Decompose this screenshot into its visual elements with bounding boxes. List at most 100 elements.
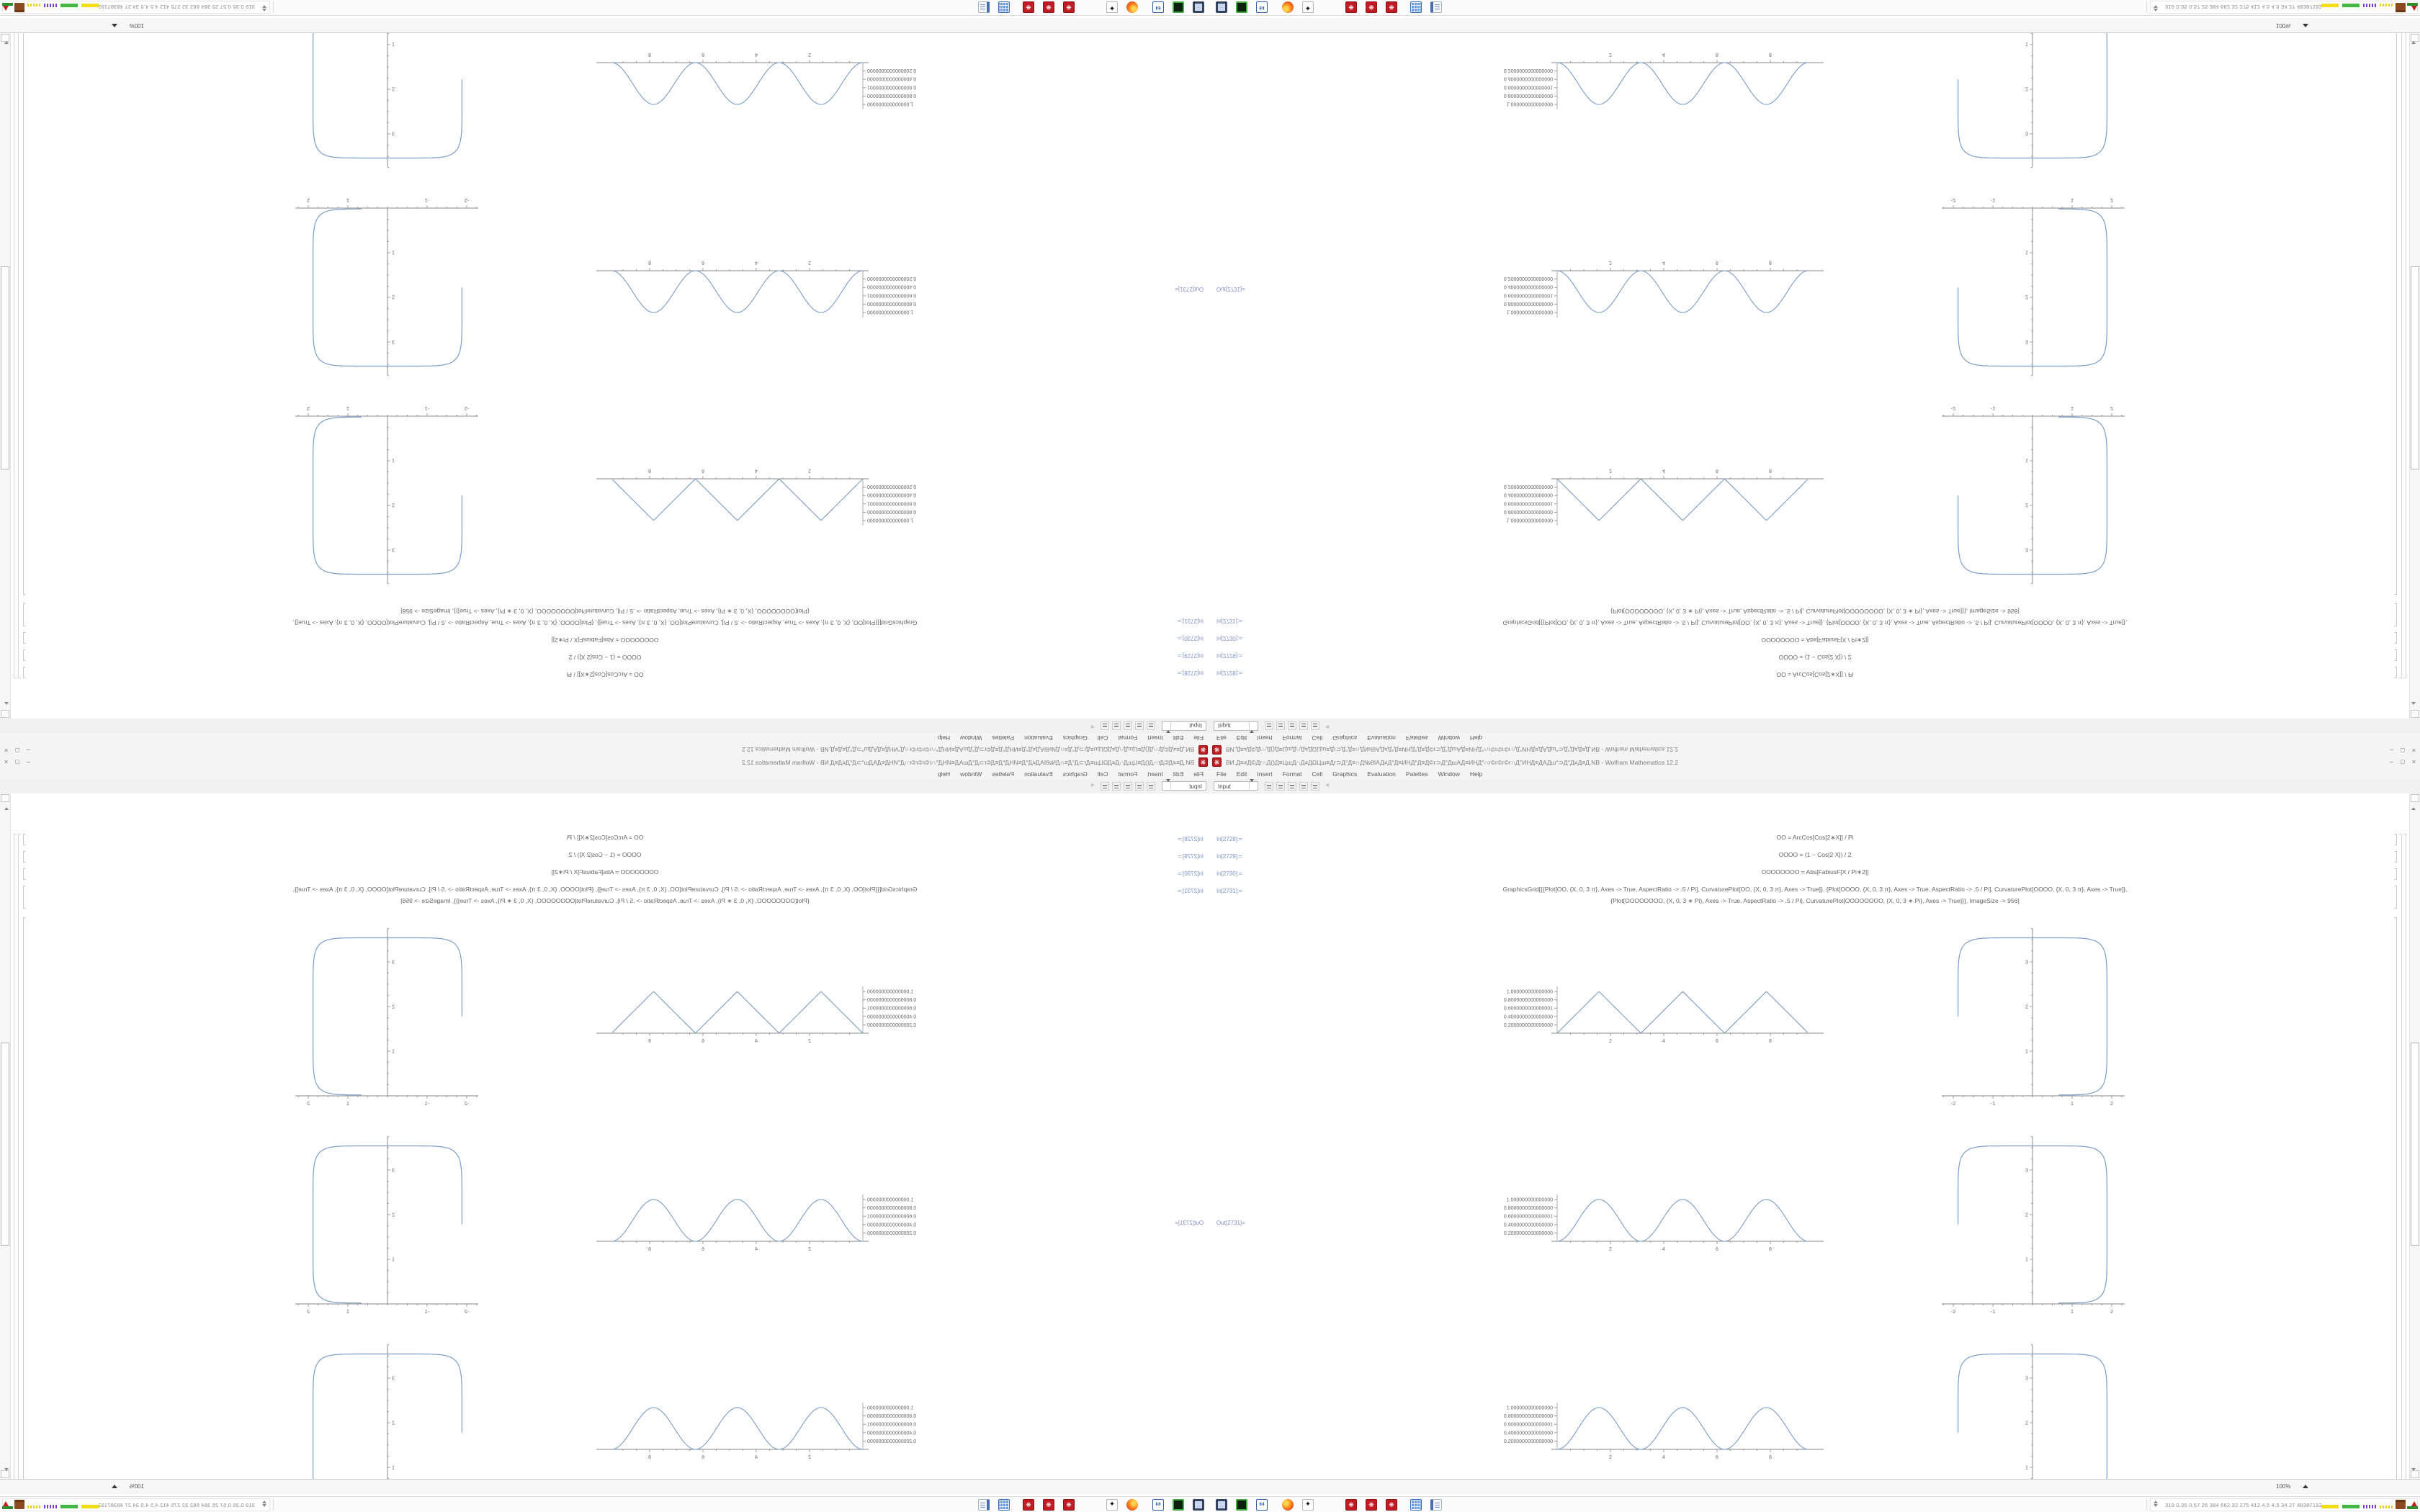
virtualbox-icon[interactable]: 64 (1152, 1499, 1164, 1511)
toolbar-back-chevron-icon[interactable]: ◂ (1325, 781, 1330, 789)
mathematica-taskbar-icon-1[interactable]: ❋ (1063, 1499, 1075, 1511)
menu-cell[interactable]: Cell (1097, 734, 1108, 742)
inkscape-icon[interactable]: ✦ (1106, 1499, 1118, 1511)
magnification-value[interactable]: 100% (129, 22, 144, 29)
input-cell-2729[interactable]: OOOO = (1 − Cos[2 X]) / 2 (1778, 654, 1852, 661)
firefox-icon[interactable] (1282, 1499, 1294, 1511)
cell-group-bracket-outer[interactable] (14, 33, 17, 678)
scroll-down-button[interactable] (1, 1468, 9, 1483)
magnification-menu-icon[interactable] (112, 1485, 117, 1488)
window-title-bar[interactable]: ❋ ВИ.Д≡≠Д©Дг∩Д()Д≡ЦшД∩Д≠ДΩЦш≡Дг⊃Д°Д≡∩Д№8… (0, 743, 1210, 756)
scrollbar-thumb[interactable] (2411, 1043, 2419, 1246)
scrollbar-thumb[interactable] (2411, 266, 2419, 469)
scroll-up-button[interactable] (2411, 702, 2419, 718)
output-cell-bracket[interactable] (23, 917, 26, 1479)
menu-graphics[interactable]: Graphics (1062, 770, 1088, 778)
justify-full-button[interactable] (1112, 721, 1121, 730)
minimize-button[interactable]: – (26, 758, 30, 765)
menu-evaluation[interactable]: Evaluation (1024, 770, 1053, 778)
minimize-button[interactable]: – (26, 747, 30, 754)
calculator-icon[interactable] (1410, 1, 1422, 13)
cell-bracket[interactable] (2394, 886, 2397, 909)
notebook-content[interactable]: In[2728]:= OO = ArcCos[Cos[2∗X]] / Pi In… (1210, 793, 2420, 1479)
mathematica-taskbar-icon-3[interactable]: ❋ (1023, 1, 1034, 13)
restore-button[interactable]: □ (15, 747, 19, 754)
chevron-down-icon[interactable] (1249, 718, 1258, 733)
magnification-value[interactable]: 100% (2276, 1483, 2291, 1490)
menu-help[interactable]: Help (1469, 770, 1483, 778)
justify-center-button[interactable] (1276, 782, 1285, 791)
close-button[interactable]: × (4, 758, 9, 765)
cell-bracket[interactable] (2394, 649, 2397, 661)
toolbar-back-chevron-icon[interactable]: ◂ (1090, 723, 1095, 731)
close-button[interactable]: × (2411, 758, 2416, 765)
menu-palettes[interactable]: Palettes (1405, 734, 1428, 742)
magnification-menu-icon[interactable] (112, 24, 117, 27)
input-cell-2731-line1[interactable]: GraphicsGrid[{{Plot[OO, {X, 0, 3 π}, Axe… (1502, 619, 2128, 626)
menu-file[interactable]: File (1193, 734, 1204, 742)
input-cell-2731-line2[interactable]: {Plot[OOOOOOOO, {X, 0, 3 ∗ Pi}, Axes -> … (1610, 608, 2020, 615)
menu-palettes[interactable]: Palettes (992, 770, 1015, 778)
menu-edit[interactable]: Edit (1236, 734, 1247, 742)
mathematica-taskbar-icon-2[interactable]: ❋ (1043, 1499, 1054, 1511)
package-applet-icon[interactable] (2396, 3, 2406, 12)
window-title-bar[interactable]: ❋ ВИ.Д≡≠Д©Дг∩Д()Д≡ЦшД∩Д≠ДΩЦш≡Дг⊃Д°Д≡∩Д№8… (1210, 756, 2420, 769)
terminal-icon[interactable] (1236, 1499, 1247, 1511)
memory-graph-icon[interactable] (2342, 1502, 2360, 1508)
mathematica-taskbar-icon-2[interactable]: ❋ (1366, 1, 1377, 13)
menu-format[interactable]: Format (1282, 734, 1302, 742)
justify-right-button[interactable] (1124, 782, 1132, 791)
justify-full-button[interactable] (1299, 782, 1308, 791)
justify-right-button[interactable] (1288, 721, 1296, 730)
package-applet-icon[interactable] (2396, 1500, 2406, 1509)
memory-graph-icon[interactable] (60, 4, 78, 10)
cell-group-bracket-outer[interactable] (2403, 33, 2406, 678)
load-graph-icon[interactable] (2, 3, 13, 11)
output-cell-bracket[interactable] (23, 33, 26, 595)
mathematica-taskbar-icon-3[interactable]: ❋ (1023, 1499, 1034, 1511)
close-button[interactable]: × (4, 747, 9, 754)
input-cell-2731-line1[interactable]: GraphicsGrid[{{Plot[OO, {X, 0, 3 π}, Axe… (292, 619, 918, 626)
cell-group-bracket-outer[interactable] (14, 834, 17, 1479)
cell-group-bracket[interactable] (18, 834, 21, 1479)
window-title-bar[interactable]: ❋ ВИ.Д≡≠Д©Дг∩Д()Д≡ЦшД∩Д≠ДΩЦш≡Дг⊃Д°Д≡∩Д№8… (1210, 743, 2420, 756)
display-settings-icon[interactable] (1216, 1, 1227, 13)
input-cell-2728[interactable]: OO = ArcCos[Cos[2∗X]] / Pi (1776, 671, 1854, 678)
output-cell-bracket[interactable] (2394, 917, 2397, 1479)
menu-edit[interactable]: Edit (1236, 770, 1247, 778)
cpu-graph-icon[interactable] (81, 1502, 99, 1508)
mathematica-taskbar-icon-1[interactable]: ❋ (1345, 1499, 1357, 1511)
menu-file[interactable]: File (1216, 734, 1227, 742)
chevron-down-icon[interactable] (1249, 779, 1258, 794)
scroll-up-button[interactable] (1, 702, 9, 718)
input-cell-2730[interactable]: OOOOOOOO = Abs[FabiusF[X / Pi∗2]] (551, 636, 659, 644)
mathematica-taskbar-icon-1[interactable]: ❋ (1063, 1, 1075, 13)
menu-palettes[interactable]: Palettes (1405, 770, 1428, 778)
menu-edit[interactable]: Edit (1173, 734, 1184, 742)
scroll-up-button[interactable] (1, 794, 9, 810)
virtualbox-icon[interactable]: 64 (1256, 1, 1268, 13)
terminal-icon[interactable] (1173, 1499, 1184, 1511)
input-cell-2729[interactable]: OOOO = (1 − Cos[2 X]) / 2 (1778, 851, 1852, 858)
magnification-menu-icon[interactable] (2303, 1485, 2308, 1488)
package-applet-icon[interactable] (14, 3, 24, 12)
menu-window[interactable]: Window (960, 770, 982, 778)
input-cell-2731-line2[interactable]: {Plot[OOOOOOOO, {X, 0, 3 ∗ Pi}, Axes -> … (400, 897, 810, 904)
restore-button[interactable]: □ (2401, 758, 2405, 765)
cell-group-bracket-outer[interactable] (2403, 834, 2406, 1479)
cell-bracket[interactable] (23, 649, 26, 661)
package-applet-icon[interactable] (14, 1500, 24, 1509)
cell-bracket[interactable] (23, 632, 26, 644)
menu-graphics[interactable]: Graphics (1062, 734, 1088, 742)
menu-cell[interactable]: Cell (1312, 770, 1323, 778)
menu-format[interactable]: Format (1118, 770, 1138, 778)
menu-edit[interactable]: Edit (1173, 770, 1184, 778)
cell-group-bracket[interactable] (18, 33, 21, 678)
menu-graphics[interactable]: Graphics (1332, 770, 1358, 778)
cell-style-dropdown[interactable]: Input (1214, 779, 1258, 794)
calculator-icon[interactable] (998, 1499, 1010, 1511)
notebook-content[interactable]: In[2728]:= OO = ArcCos[Cos[2∗X]] / Pi In… (0, 33, 1210, 719)
toolbar-back-chevron-icon[interactable]: ◂ (1090, 781, 1095, 789)
input-cell-2730[interactable]: OOOOOOOO = Abs[FabiusF[X / Pi∗2]] (1761, 636, 1869, 644)
cell-bracket[interactable] (23, 886, 26, 909)
